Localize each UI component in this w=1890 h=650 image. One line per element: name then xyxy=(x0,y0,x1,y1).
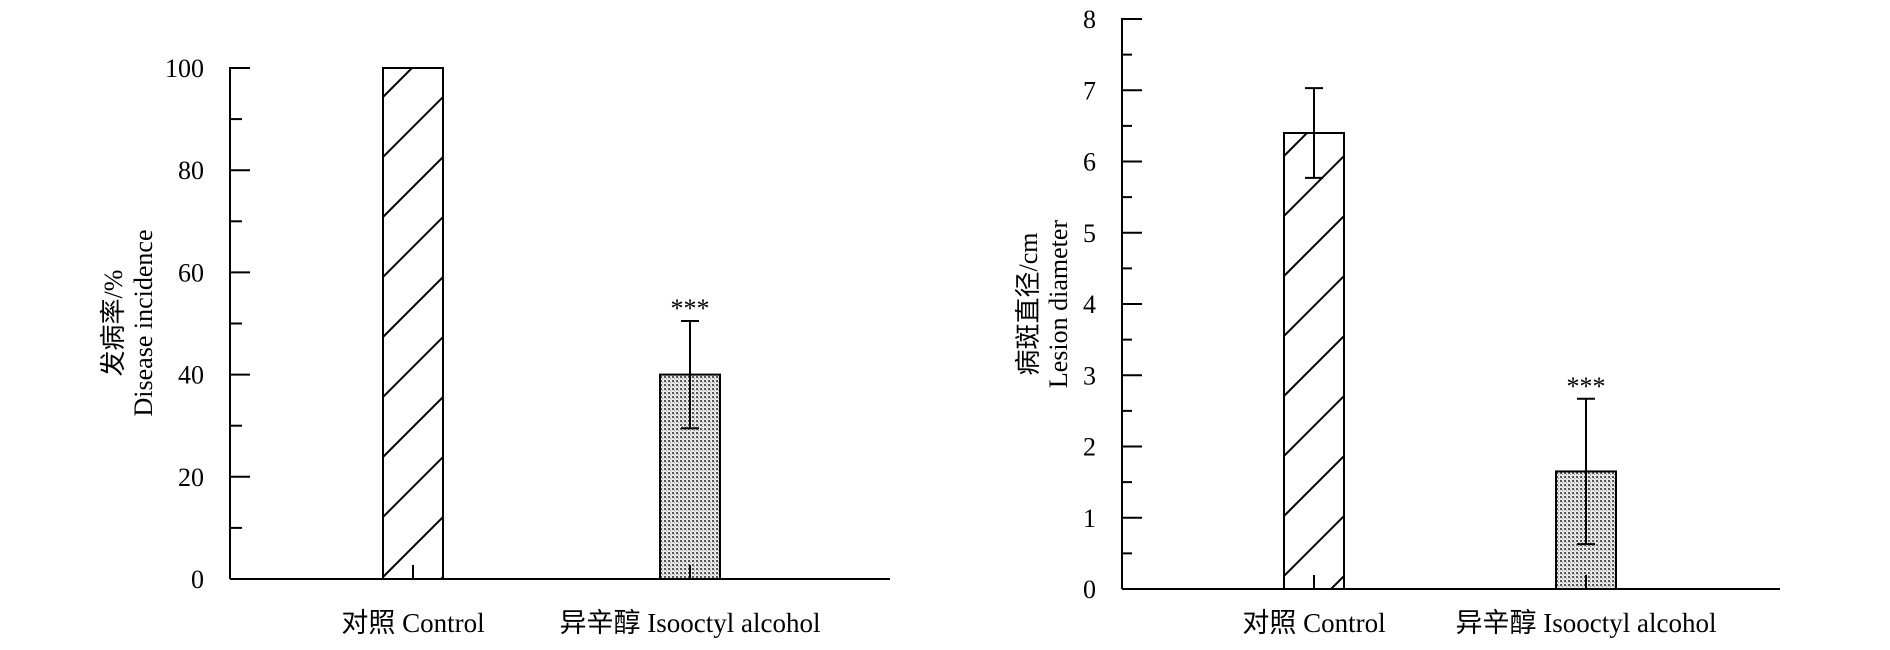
category-label: 对照 Control xyxy=(1242,608,1385,638)
lesion-diameter-chart: 0 1 2 3 4 5 6 7 8 对照 Control *** 异辛醇 Isooctyl alcoh… xyxy=(1014,5,1780,638)
significance-label: *** xyxy=(671,294,710,323)
bar-1 xyxy=(1283,132,1345,590)
category-label: 异辛醇 Isooctyl alcohol xyxy=(1456,608,1717,638)
y-tick-label: 2 xyxy=(1083,433,1096,462)
y-tick-label: 100 xyxy=(165,54,204,83)
y-tick-label: 7 xyxy=(1083,76,1096,105)
y-tick-label: 20 xyxy=(178,463,204,492)
y-tick-label: 80 xyxy=(178,156,204,185)
y-tick-label: 0 xyxy=(1083,575,1096,604)
y-tick-label: 3 xyxy=(1083,361,1096,390)
significance-label: *** xyxy=(1567,372,1606,401)
y-axis-title-cn: 病斑直径/cm xyxy=(1014,233,1043,376)
y-tick-label: 40 xyxy=(178,361,204,390)
incidence-chart: 0 20 40 60 80 100 对照 Control *** 异辛醇 Isooctyl al… xyxy=(99,54,890,638)
y-axis-title-en: Disease incidence xyxy=(129,230,158,417)
y-tick-label: 60 xyxy=(178,258,204,287)
y-axis-title-en: Lesion diameter xyxy=(1044,220,1073,389)
y-tick-label: 0 xyxy=(191,565,204,594)
y-tick-label: 4 xyxy=(1083,290,1096,319)
y-tick-label: 1 xyxy=(1083,504,1096,533)
y-tick-label: 5 xyxy=(1083,219,1096,248)
bar-1 xyxy=(382,67,444,580)
category-label: 异辛醇 Isooctyl alcohol xyxy=(560,608,821,638)
y-axis-title-cn: 发病率/% xyxy=(99,270,128,377)
y-tick-label: 6 xyxy=(1083,148,1096,177)
y-tick-label: 8 xyxy=(1083,5,1096,34)
category-label: 对照 Control xyxy=(341,608,484,638)
